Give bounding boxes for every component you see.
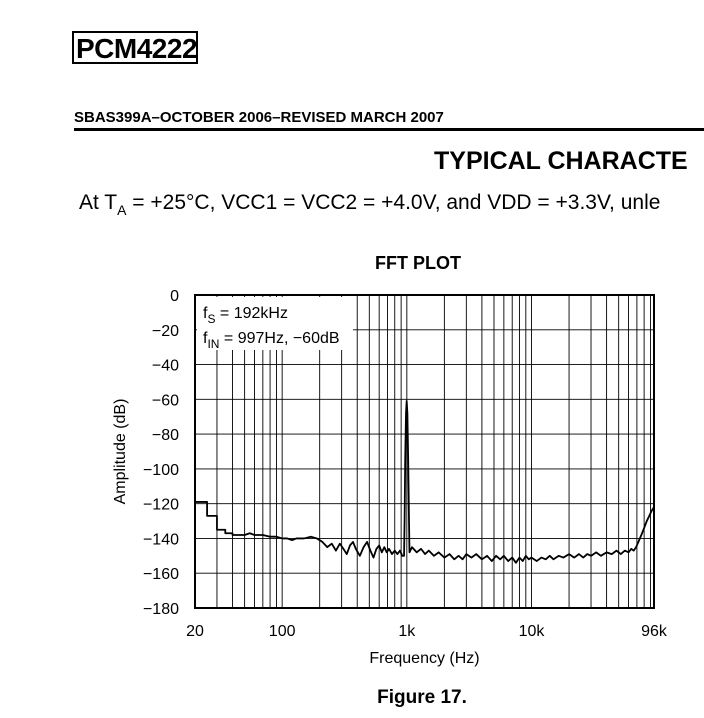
y-axis-label: Amplitude (dB) xyxy=(112,399,129,505)
x-tick-label: 10k xyxy=(519,623,546,640)
x-tick-labels: 20 100 1k 10k 96k xyxy=(186,623,668,640)
y-tick-label: −100 xyxy=(143,462,179,479)
y-tick-labels: 0 −20 −40 −60 −80 −100 −120 −140 −160 −180 xyxy=(143,288,179,618)
header-rule xyxy=(74,128,704,131)
chart-title: FFT PLOT xyxy=(375,253,461,273)
y-tick-label: −140 xyxy=(143,531,179,548)
annotation-text: fIN = 997Hz, −60dB xyxy=(203,330,340,351)
x-tick-label: 1k xyxy=(398,623,416,640)
annotation-subscript: IN xyxy=(207,337,219,351)
y-tick-label: −20 xyxy=(152,323,179,340)
x-tick-label: 20 xyxy=(186,623,204,640)
annotation-value: = 997Hz, −60dB xyxy=(219,330,339,347)
y-tick-label: −40 xyxy=(152,358,179,375)
series-layer xyxy=(195,400,655,564)
x-tick-label: 96k xyxy=(641,623,668,640)
y-tick-label: −160 xyxy=(143,566,179,583)
test-conditions: At TA = +25°C, VCC1 = VCC2 = +4.0V, and … xyxy=(79,190,661,218)
y-tick-label: −180 xyxy=(143,601,179,618)
conditions-rest: = +25°C, VCC1 = VCC2 = +4.0V, and VDD = … xyxy=(126,191,661,214)
y-tick-label: −60 xyxy=(152,392,179,409)
y-tick-label: 0 xyxy=(170,288,179,305)
annotation-symbol: f xyxy=(203,330,208,347)
conditions-prefix: At T xyxy=(79,191,118,214)
y-tick-label: −80 xyxy=(152,427,179,444)
annotation-subscript: S xyxy=(207,312,215,326)
plot-frame xyxy=(194,294,655,609)
document-revision-line: SBAS399A–OCTOBER 2006–REVISED MARCH 2007 xyxy=(74,109,444,126)
conditions-subscript: A xyxy=(117,202,127,218)
section-title: TYPICAL CHARACTE xyxy=(434,147,688,175)
y-tick-label: −120 xyxy=(143,497,179,514)
annotation-text: fS = 192kHz xyxy=(203,305,288,326)
fft-series-line xyxy=(195,400,655,564)
figure-caption: Figure 17. xyxy=(377,687,467,708)
annotation-value: = 192kHz xyxy=(215,305,287,322)
x-tick-label: 100 xyxy=(269,623,296,640)
annotation-box xyxy=(197,297,353,350)
document-title: PCM4222 xyxy=(72,31,198,64)
annotation-symbol: f xyxy=(203,305,208,322)
x-axis-label: Frequency (Hz) xyxy=(369,650,479,667)
